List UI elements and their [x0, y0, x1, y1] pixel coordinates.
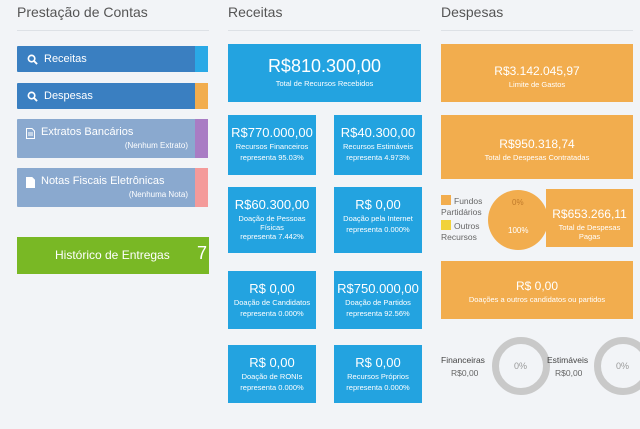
- card-label: Doação de Candidatos: [233, 298, 311, 307]
- financeiras-pct: 0%: [514, 361, 528, 371]
- card-pct: representa 95.03%: [240, 153, 304, 162]
- card-label: Recursos Estimáveis: [342, 142, 414, 151]
- search-icon: [26, 90, 38, 102]
- legend-swatch: [441, 220, 451, 230]
- recursos-financeiros-card[interactable]: R$770.000,00 Recursos Financeiros repres…: [228, 115, 316, 175]
- notas-sub: (Nenhuma Nota): [128, 190, 188, 199]
- pie-bottom-pct: 100%: [508, 226, 529, 235]
- financeiras-value: R$0,00: [451, 368, 479, 378]
- historico-count: 7: [197, 243, 208, 263]
- doacoes-outros-card[interactable]: R$ 0,00 Doações a outros candidatos ou p…: [441, 261, 633, 319]
- despesas-button[interactable]: Despesas: [17, 83, 208, 109]
- card-label: Doações a outros candidatos ou partidos: [468, 295, 606, 304]
- card-value: R$750.000,00: [337, 281, 419, 296]
- card-label: Doação pela Internet: [343, 214, 413, 223]
- extratos-button[interactable]: Extratos Bancários (Nenhum Extrato): [17, 119, 208, 158]
- card-value: R$3.142.045,97: [494, 64, 580, 78]
- recursos-estimaveis-card[interactable]: R$40.300,00 Recursos Estimáveis represen…: [334, 115, 422, 175]
- color-tab: [195, 168, 208, 207]
- card-label: Doação de Pessoas: [238, 214, 306, 223]
- card-value: R$ 0,00: [355, 355, 401, 370]
- receitas-button-label: Receitas: [44, 53, 87, 65]
- historico-button[interactable]: Histórico de Entregas 7: [17, 237, 209, 274]
- legend-label: Fundos: [454, 196, 483, 206]
- doacao-partidos-card[interactable]: R$750.000,00 Doação de Partidos represen…: [334, 271, 422, 329]
- estimaveis-pct: 0%: [616, 361, 630, 371]
- card-pct: representa 0.000%: [240, 383, 304, 392]
- card-label: Total de Recursos Recebidos: [275, 79, 374, 88]
- estimaveis-label: Estimáveis: [547, 355, 589, 365]
- card-label: Físicas: [260, 223, 284, 232]
- despesas-pie-chart: [488, 190, 548, 250]
- despesas-contratadas-card[interactable]: R$950.318,74 Total de Despesas Contratad…: [441, 115, 633, 179]
- notas-label: Notas Fiscais Eletrônicas: [41, 175, 165, 187]
- receitas-title: Receitas: [228, 4, 283, 20]
- doacao-candidatos-card[interactable]: R$ 0,00 Doação de Candidatos representa …: [228, 271, 316, 329]
- divider: [228, 30, 420, 31]
- despesas-title: Despesas: [441, 4, 504, 20]
- color-tab: [195, 119, 208, 158]
- card-value: R$ 0,00: [249, 281, 295, 296]
- total-recursos-card[interactable]: R$810.300,00 Total de Recursos Recebidos: [228, 44, 421, 102]
- extratos-label: Extratos Bancários: [41, 126, 134, 138]
- prestacao-title: Prestação de Contas: [17, 4, 148, 20]
- card-label: Recursos Próprios: [347, 372, 409, 381]
- doacao-internet-card[interactable]: R$ 0,00 Doação pela Internet representa …: [334, 187, 422, 253]
- doacao-pessoas-card[interactable]: R$60.300,00 Doação de Pessoas Físicas re…: [228, 187, 316, 253]
- card-pct: representa 92.56%: [346, 309, 410, 318]
- legend-swatch: [441, 195, 451, 205]
- search-icon: [26, 53, 38, 65]
- color-tab: [195, 46, 208, 72]
- card-value: R$950.318,74: [499, 137, 575, 151]
- card-label: Total de Despesas: [558, 223, 621, 232]
- card-label: Doação de RONIs: [241, 372, 303, 381]
- despesas-pagas-card[interactable]: R$653.266,11 Total de Despesas Pagas: [546, 189, 633, 247]
- historico-label: Histórico de Entregas: [55, 248, 170, 262]
- limite-gastos-card[interactable]: R$3.142.045,97 Limite de Gastos: [441, 44, 633, 102]
- card-label: Limite de Gastos: [508, 80, 566, 89]
- card-value: R$ 0,00: [515, 279, 559, 293]
- card-label: Total de Despesas Contratadas: [484, 153, 590, 162]
- legend-outros-line2: Recursos: [441, 232, 477, 242]
- financeiras-ring: [492, 337, 550, 395]
- despesas-button-label: Despesas: [44, 90, 93, 102]
- divider: [441, 30, 633, 31]
- card-pct: representa 0.000%: [240, 309, 304, 318]
- card-pct: representa 0.000%: [346, 383, 410, 392]
- card-pct: representa 0.000%: [346, 225, 410, 234]
- card-value: R$653.266,11: [552, 207, 627, 221]
- document-icon: [26, 126, 35, 144]
- estimaveis-ring: [594, 337, 640, 395]
- estimaveis-value: R$0,00: [555, 368, 583, 378]
- receitas-button[interactable]: Receitas: [17, 46, 208, 72]
- extratos-sub: (Nenhum Extrato): [124, 141, 188, 150]
- doacao-ronis-card[interactable]: R$ 0,00 Doação de RONIs representa 0.000…: [228, 345, 316, 403]
- color-tab: [195, 83, 208, 109]
- card-value: R$810.300,00: [267, 56, 382, 76]
- legend-fundos-line2: Partidários: [441, 207, 482, 217]
- legend-fundos: Fundos: [441, 195, 482, 206]
- card-value: R$770.000,00: [231, 125, 313, 140]
- card-pct: representa 7.442%: [240, 232, 304, 241]
- divider: [17, 30, 209, 31]
- card-label: Pagas: [578, 232, 601, 241]
- card-pct: representa 4.973%: [346, 153, 410, 162]
- legend-outros: Outros: [441, 220, 480, 231]
- card-label: Recursos Financeiros: [235, 142, 309, 151]
- recursos-proprios-card[interactable]: R$ 0,00 Recursos Próprios representa 0.0…: [334, 345, 422, 403]
- legend-label: Outros: [454, 221, 480, 231]
- card-label: Doação de Partidos: [345, 298, 411, 307]
- card-value: R$ 0,00: [355, 197, 401, 212]
- pie-top-pct: 0%: [512, 198, 524, 207]
- card-value: R$60.300,00: [234, 197, 310, 212]
- document-icon: [26, 175, 35, 193]
- notas-fiscais-button[interactable]: Notas Fiscais Eletrônicas (Nenhuma Nota): [17, 168, 208, 207]
- card-value: R$40.300,00: [340, 125, 416, 140]
- card-value: R$ 0,00: [249, 355, 295, 370]
- financeiras-label: Financeiras: [441, 355, 485, 365]
